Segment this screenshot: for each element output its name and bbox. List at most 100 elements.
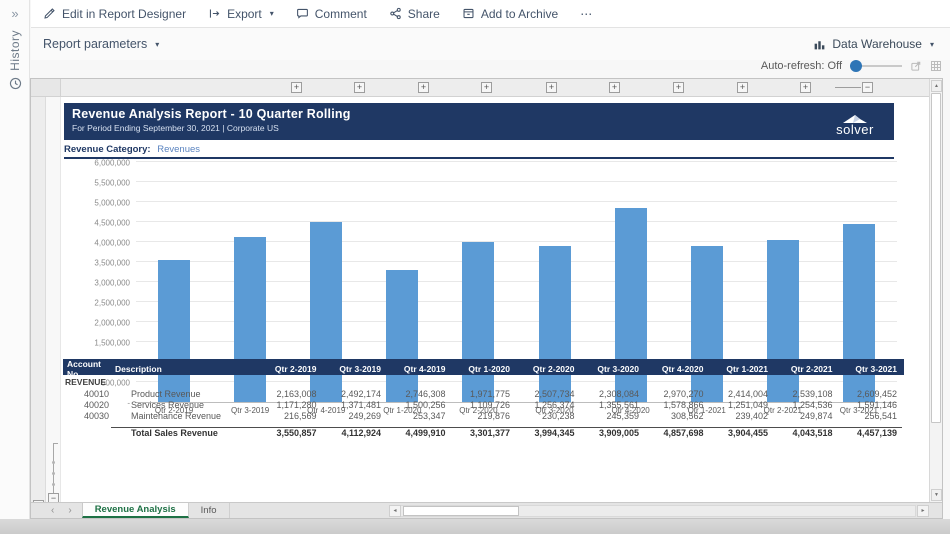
report-parameters-dropdown[interactable]: Report parameters ▾ [43,37,159,51]
column-group-expand-button[interactable]: + [481,82,492,93]
chart-gridline [136,161,897,162]
table-header-cell: Qtr 1-2021 [709,364,774,374]
column-outline-strip: + + + + + + + + + − [31,79,929,97]
auto-refresh-row: Auto-refresh: Off [761,60,942,72]
column-group-expand-button[interactable]: + [291,82,302,93]
value-cell: 1,578,866 [644,400,709,410]
column-group-expand-button[interactable]: + [418,82,429,93]
horizontal-scroll-thumb[interactable] [403,506,519,516]
toggle-knob[interactable] [850,60,862,72]
sheet-tab-bar: ‹ › Revenue Analysis Info ◂ ▸ [31,502,942,518]
value-cell: 1,371,481 [322,400,387,410]
value-cell: 256,541 [838,411,903,421]
total-label-cell: Total Sales Revenue [111,427,257,438]
column-group-expand-button[interactable]: + [737,82,748,93]
total-value-cell: 3,550,857 [257,427,322,438]
tab-revenue-analysis[interactable]: Revenue Analysis [82,503,189,518]
tab-info[interactable]: Info [189,503,230,518]
value-cell: 2,970,270 [644,389,709,399]
report-filter: Revenue Category: Revenues [64,144,200,155]
sidebar-item-history[interactable]: History [0,30,30,90]
tab-prev-icon[interactable]: ‹ [51,505,54,516]
parameters-chevron-down-icon: ▾ [155,40,159,49]
scroll-left-button[interactable]: ◂ [389,505,401,517]
report-canvas: Revenue Analysis Report - 10 Quarter Rol… [61,97,929,502]
tab-next-icon[interactable]: › [68,505,71,516]
table-header-cell: Qtr 1-2020 [451,364,516,374]
auto-refresh-label: Auto-refresh: Off [761,60,842,72]
toolbar: Edit in Report Designer Export ▾ Comment… [31,0,950,28]
ellipsis-icon: ⋯ [580,7,592,21]
value-cell: 308,562 [644,411,709,421]
add-to-archive-button[interactable]: Add to Archive [462,7,558,21]
value-cell: 253,347 [386,411,451,421]
total-value-cell: 4,857,698 [644,427,709,438]
divider-rule [64,157,894,159]
vertical-scrollbar[interactable]: ▲ ▼ [929,79,942,502]
report-title: Revenue Analysis Report - 10 Quarter Rol… [72,107,894,121]
value-cell: 2,308,084 [580,389,645,399]
report-subtitle: For Period Ending September 30, 2021 | C… [72,123,894,133]
scroll-up-button[interactable]: ▲ [931,80,942,92]
row-group-bracket [53,443,54,495]
value-cell: 1,355,561 [580,400,645,410]
table-header-cell: Qtr 2-2021 [773,364,838,374]
archive-box-icon [462,7,475,20]
share-button[interactable]: Share [389,7,440,21]
value-cell: 1,251,049 [709,400,774,410]
table-header-cell: Qtr 3-2019 [322,364,387,374]
column-group-line [835,87,861,88]
column-group-collapse-button[interactable]: − [862,82,873,93]
parameters-row: Report parameters ▾ Data Warehouse ▾ [31,28,950,60]
solver-logo-text: solver [836,124,874,135]
account-number-cell: 40030 [63,411,111,421]
account-number-cell: 40020 [63,400,111,410]
table-row: 40020Services Revenue1,171,2801,371,4811… [63,399,904,410]
revenue-table: Account No.DescriptionQtr 2-2019Qtr 3-20… [63,359,904,439]
value-cell: 249,269 [322,411,387,421]
popout-icon[interactable] [910,60,922,72]
warehouse-icon [813,38,826,51]
y-axis-tick-label: 4,500,000 [94,219,130,228]
edit-in-report-designer-button[interactable]: Edit in Report Designer [43,7,186,21]
pencil-icon [43,7,56,20]
column-group-expand-button[interactable]: + [609,82,620,93]
data-warehouse-dropdown[interactable]: Data Warehouse ▾ [813,37,934,51]
category-filter-value[interactable]: Revenues [157,144,200,155]
value-cell: 1,109,726 [451,400,516,410]
comment-button[interactable]: Comment [296,7,367,21]
vertical-scroll-thumb[interactable] [931,93,941,423]
total-value-cell: 3,994,345 [515,427,580,438]
value-cell: 245,359 [580,411,645,421]
scroll-down-button[interactable]: ▼ [931,489,942,501]
row-outline-gutter [46,97,61,502]
table-header-cell: Qtr 3-2021 [838,364,903,374]
export-button[interactable]: Export ▾ [208,7,274,21]
auto-refresh-toggle[interactable] [850,60,902,72]
table-header-row: Account No.DescriptionQtr 2-2019Qtr 3-20… [63,359,904,375]
value-cell: 239,402 [709,411,774,421]
value-cell: 1,591,146 [838,400,903,410]
app-root: » History Edit in Report Designer Export… [0,0,950,534]
grid-view-icon[interactable] [930,60,942,72]
column-group-expand-button[interactable]: + [354,82,365,93]
category-filter-label: Revenue Category: [64,144,151,155]
y-axis-tick-label: 1,500,000 [94,339,130,348]
tab-navigation: ‹ › [31,503,82,518]
description-cell: Maintenance Revenue [111,411,257,421]
column-group-expand-button[interactable]: + [800,82,811,93]
share-icon [389,7,402,20]
table-header-cell: Qtr 2-2020 [515,364,580,374]
table-header-cell: Qtr 4-2019 [386,364,451,374]
outline-corner-cell [31,79,61,96]
column-group-expand-button[interactable]: + [546,82,557,93]
scroll-right-button[interactable]: ▸ [917,505,929,517]
column-group-expand-button[interactable]: + [673,82,684,93]
value-cell: 1,254,536 [773,400,838,410]
account-number-cell: 40010 [63,389,111,399]
export-chevron-down-icon: ▾ [270,9,274,18]
sidebar-expand-icon[interactable]: » [0,6,30,21]
more-options-button[interactable]: ⋯ [580,7,592,21]
total-value-cell: 3,301,377 [451,427,516,438]
table-header-cell: Qtr 4-2020 [644,364,709,374]
